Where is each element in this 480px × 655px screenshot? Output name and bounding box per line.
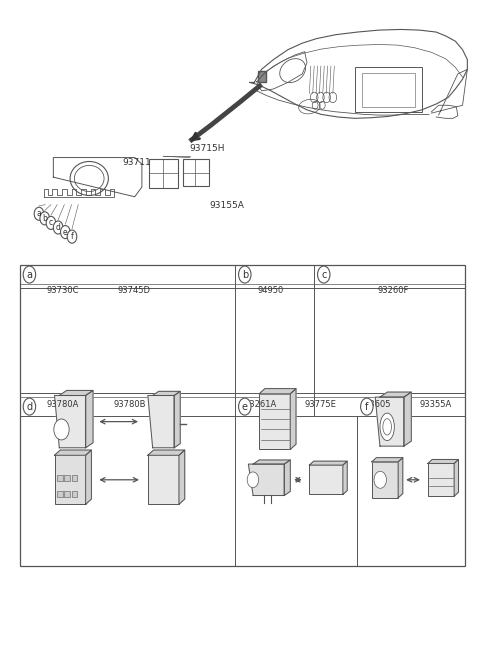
Circle shape [54, 419, 69, 440]
Text: f: f [71, 232, 73, 241]
Bar [428, 464, 454, 496]
Text: e: e [242, 402, 248, 411]
Circle shape [23, 398, 36, 415]
Polygon shape [343, 461, 347, 495]
Circle shape [53, 221, 63, 234]
Bar [64, 491, 70, 497]
Circle shape [374, 472, 386, 488]
Bar [310, 465, 343, 495]
Circle shape [360, 398, 373, 415]
Text: c: c [321, 270, 326, 280]
Polygon shape [55, 450, 91, 455]
Ellipse shape [380, 413, 395, 441]
Bar [182, 159, 209, 186]
Bar [72, 491, 77, 497]
Circle shape [318, 266, 330, 283]
Polygon shape [404, 392, 411, 446]
Circle shape [40, 212, 49, 225]
Bar [64, 475, 70, 481]
Polygon shape [55, 396, 85, 448]
Polygon shape [398, 458, 403, 498]
Polygon shape [248, 464, 284, 495]
Polygon shape [85, 450, 91, 504]
Circle shape [239, 398, 251, 415]
Circle shape [23, 266, 36, 283]
Polygon shape [148, 396, 174, 448]
Text: 93355A: 93355A [420, 400, 452, 409]
Polygon shape [253, 460, 290, 464]
Bar [355, 67, 422, 112]
Bar [259, 394, 290, 449]
Text: 93775E: 93775E [305, 400, 336, 409]
Text: 93745D: 93745D [118, 286, 151, 295]
Circle shape [34, 207, 44, 220]
Text: a: a [26, 270, 33, 280]
Text: c: c [49, 218, 53, 227]
Text: 94950: 94950 [258, 286, 284, 295]
Polygon shape [375, 397, 404, 446]
Text: f: f [365, 402, 369, 411]
Polygon shape [174, 391, 180, 448]
Text: b: b [241, 270, 248, 280]
Polygon shape [60, 390, 93, 396]
Text: a: a [36, 209, 41, 218]
Text: 93780A: 93780A [46, 400, 79, 409]
Text: 93261A: 93261A [245, 400, 277, 409]
Polygon shape [454, 460, 458, 496]
Polygon shape [310, 461, 347, 465]
Polygon shape [380, 392, 411, 397]
Polygon shape [372, 458, 403, 462]
Circle shape [67, 230, 77, 243]
Bar [57, 475, 63, 481]
Text: e: e [63, 227, 68, 236]
Circle shape [46, 216, 56, 229]
Polygon shape [259, 388, 296, 394]
Bar [372, 462, 398, 498]
Bar [55, 455, 85, 504]
Polygon shape [284, 460, 290, 495]
Text: d: d [56, 223, 60, 232]
Bar [72, 475, 77, 481]
Polygon shape [153, 391, 180, 396]
Text: 93730C: 93730C [46, 286, 79, 295]
Text: 93715H: 93715H [190, 145, 225, 153]
Bar [148, 455, 179, 504]
Text: 93605: 93605 [364, 400, 391, 409]
Text: 93260F: 93260F [377, 286, 409, 295]
Circle shape [239, 266, 251, 283]
Text: 93780B: 93780B [113, 400, 145, 409]
Text: d: d [26, 402, 33, 411]
Polygon shape [85, 390, 93, 448]
Circle shape [247, 472, 259, 487]
Polygon shape [428, 460, 458, 464]
Circle shape [60, 225, 70, 238]
Text: 93711: 93711 [123, 158, 152, 166]
Bar [258, 71, 266, 83]
Polygon shape [148, 450, 185, 455]
Text: b: b [42, 214, 47, 223]
Bar [149, 159, 178, 187]
Polygon shape [290, 388, 296, 449]
Bar [57, 491, 63, 497]
Text: 93155A: 93155A [209, 201, 244, 210]
Bar [20, 265, 465, 566]
Polygon shape [179, 450, 185, 504]
Bar [362, 73, 415, 107]
